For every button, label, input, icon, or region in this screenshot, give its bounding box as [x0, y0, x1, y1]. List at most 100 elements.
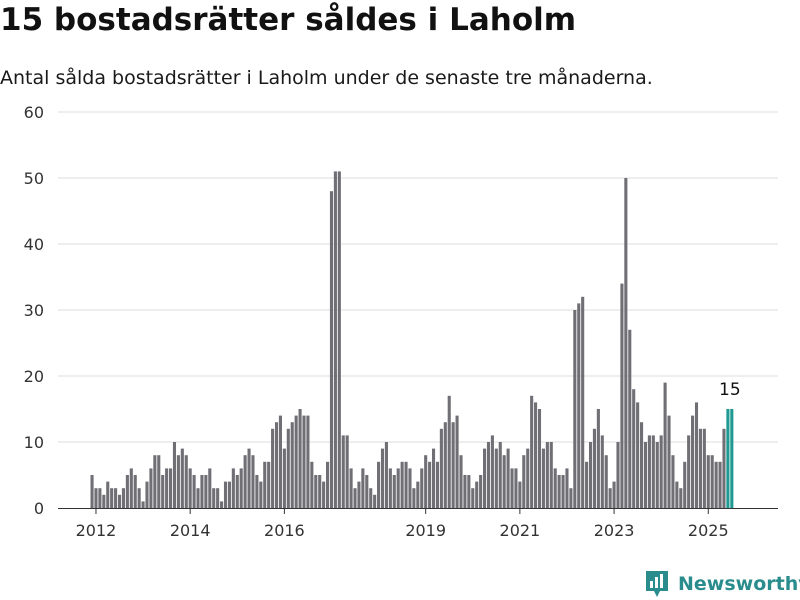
bar: [600, 435, 604, 508]
bar: [223, 481, 228, 508]
newsworthy-logo[interactable]: Newsworthy: [644, 569, 800, 599]
bar: [235, 475, 239, 508]
bar: [129, 468, 133, 508]
bar: [420, 468, 424, 508]
bar: [294, 415, 298, 508]
bar: [624, 178, 628, 508]
y-tick-label: 20: [24, 367, 44, 386]
bar: [640, 422, 644, 508]
bar: [255, 475, 259, 508]
bar: [259, 481, 263, 508]
bar: [345, 435, 349, 508]
bar: [318, 475, 322, 508]
chart-subtitle: Antal sålda bostadsrätter i Laholm under…: [0, 67, 653, 89]
bar: [671, 455, 675, 508]
bar: [326, 461, 330, 508]
bar: [290, 422, 294, 508]
bar: [353, 488, 357, 508]
bar: [698, 428, 702, 508]
bar: [380, 448, 385, 508]
x-tick-label: 2012: [76, 521, 117, 540]
bar: [243, 455, 247, 508]
bar: [298, 409, 302, 508]
bar: [137, 488, 141, 508]
bar: [577, 303, 581, 508]
bar: [518, 481, 522, 508]
bar: [620, 283, 624, 508]
bar: [718, 461, 722, 508]
bar: [514, 468, 518, 508]
chart-title: 15 bostadsrätter såldes i Laholm: [0, 2, 577, 38]
bar: [141, 501, 145, 508]
bar: [400, 461, 404, 508]
bar: [431, 448, 436, 508]
bar: [212, 488, 216, 508]
x-tick-label: 2014: [170, 521, 211, 540]
bar: [561, 475, 565, 508]
bar: [455, 415, 459, 508]
bar: [687, 435, 691, 508]
bar: [447, 395, 451, 508]
bar: [396, 468, 400, 508]
bar: [239, 468, 243, 508]
bar: [435, 461, 439, 508]
bar: [522, 455, 526, 508]
bar: [125, 475, 129, 508]
bar: [541, 448, 545, 508]
bar: [94, 488, 98, 508]
bar: [490, 435, 494, 508]
y-tick-label: 60: [24, 103, 44, 122]
bar: [302, 415, 306, 508]
bar: [329, 191, 334, 508]
bar: [651, 435, 655, 508]
bar: [337, 171, 341, 508]
bar: [675, 481, 679, 508]
last-value-label: 15: [719, 380, 741, 400]
bar: [149, 468, 153, 508]
bar: [373, 494, 377, 508]
bar: [494, 448, 498, 508]
bar: [694, 402, 699, 508]
bar: [679, 488, 683, 508]
bar: [588, 442, 593, 508]
bar: [341, 435, 345, 508]
bar: [636, 402, 640, 508]
bar: [483, 448, 487, 508]
bar: [314, 475, 318, 508]
y-tick-label: 50: [24, 169, 44, 188]
bar: [204, 475, 208, 508]
bar-highlighted: [726, 409, 730, 508]
bar: [596, 409, 600, 508]
bar: [282, 448, 286, 508]
bar: [557, 475, 561, 508]
bar: [333, 171, 337, 508]
bar: [471, 488, 475, 508]
bar: [404, 461, 408, 508]
bar: [506, 448, 510, 508]
bar: [278, 415, 282, 508]
bar: [659, 435, 663, 508]
x-tick-label: 2023: [594, 521, 635, 540]
bar: [691, 415, 695, 508]
bar: [153, 455, 157, 508]
bar: [526, 448, 530, 508]
bar: [231, 468, 235, 508]
y-tick-label: 0: [34, 499, 44, 518]
bar: [117, 494, 122, 508]
x-tick-label: 2021: [500, 521, 541, 540]
bar: [549, 442, 553, 508]
bar: [208, 468, 212, 508]
bar: [612, 481, 616, 508]
bar: [306, 415, 310, 508]
x-tick-label: 2025: [688, 521, 729, 540]
bar: [608, 488, 612, 508]
bar: [585, 461, 589, 508]
bar: [133, 475, 137, 508]
bar: [628, 329, 632, 508]
bar: [247, 448, 251, 508]
bar: [188, 468, 192, 508]
bar: [722, 428, 726, 508]
bar: [349, 468, 353, 508]
bar: [263, 461, 267, 508]
bar: [428, 461, 432, 508]
